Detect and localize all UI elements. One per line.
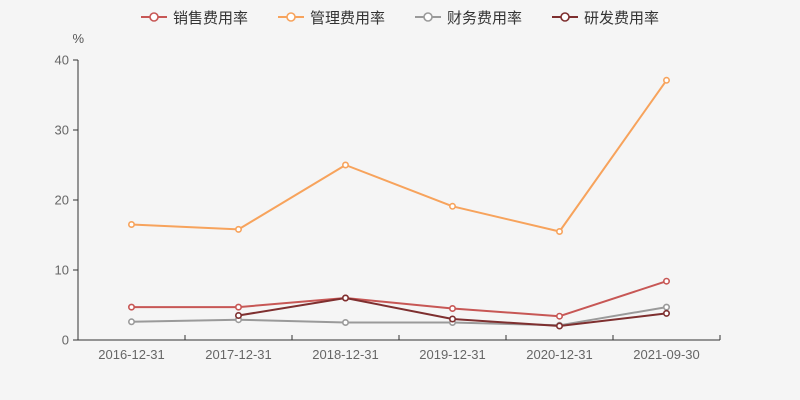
x-tick-label: 2019-12-31 <box>419 347 486 362</box>
data-point <box>555 312 563 320</box>
data-point <box>341 294 349 302</box>
data-point <box>662 277 670 285</box>
legend-label: 财务费用率 <box>447 9 523 27</box>
data-point <box>235 303 243 311</box>
x-tick-label: 2020-12-31 <box>526 347 593 362</box>
legend-line-marker-icon <box>277 12 304 22</box>
data-point <box>448 202 456 210</box>
x-tick-label: 2021-09-30 <box>633 347 700 362</box>
data-point <box>128 303 136 311</box>
series-line-0 <box>130 280 668 318</box>
chart-legend: 销售费用率 管理费用率 财务费用率 研发费用率 <box>0 6 800 28</box>
legend-item-3[interactable]: 研发费用率 <box>552 7 659 28</box>
data-point <box>555 322 563 330</box>
data-point <box>128 221 136 229</box>
y-tick-label: 40 <box>55 53 69 68</box>
series-line-1 <box>130 79 668 233</box>
y-tick-label: 20 <box>55 193 69 208</box>
series-line-2 <box>130 306 668 327</box>
y-tick-label: 10 <box>55 263 69 278</box>
x-tick-label: 2017-12-31 <box>205 347 272 362</box>
data-point <box>128 318 136 326</box>
legend-item-2[interactable]: 财务费用率 <box>415 7 522 28</box>
data-point <box>235 225 243 233</box>
x-tick-label: 2018-12-31 <box>312 347 379 362</box>
data-point <box>448 315 456 323</box>
legend-line-marker-icon <box>552 12 579 22</box>
data-point <box>235 311 243 319</box>
legend-label: 管理费用率 <box>309 9 385 27</box>
legend-label: 销售费用率 <box>172 9 248 27</box>
y-axis-unit-label: % <box>72 31 84 46</box>
data-point <box>341 161 349 169</box>
legend-item-1[interactable]: 管理费用率 <box>277 7 385 28</box>
data-point <box>448 304 456 312</box>
data-point <box>662 309 670 317</box>
data-point <box>341 318 349 326</box>
y-tick-label: 0 <box>62 333 69 348</box>
legend-line-marker-icon <box>140 12 167 22</box>
legend-label: 研发费用率 <box>584 9 660 27</box>
y-tick-label: 30 <box>55 123 69 138</box>
legend-item-0[interactable]: 销售费用率 <box>140 7 248 28</box>
legend-line-marker-icon <box>415 12 441 22</box>
data-point <box>555 228 563 236</box>
data-point <box>662 76 670 84</box>
data-point <box>662 303 670 311</box>
x-tick-label: 2016-12-31 <box>98 347 165 362</box>
